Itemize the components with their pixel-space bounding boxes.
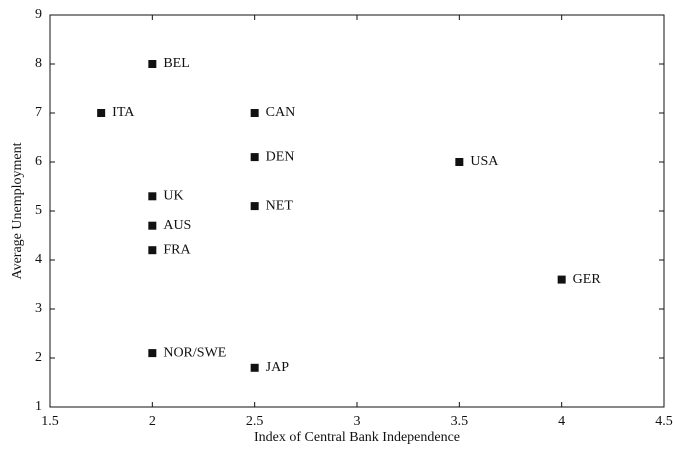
y-tick-label: 2: [35, 350, 42, 365]
y-tick-label: 3: [35, 301, 42, 316]
point-label: JAP: [266, 360, 290, 375]
x-tick-label: 3.5: [451, 414, 469, 429]
point-label: CAN: [266, 105, 296, 120]
point-label: GER: [573, 272, 602, 287]
point-label: DEN: [266, 149, 295, 164]
point: [148, 221, 157, 230]
y-tick-label: 5: [35, 203, 42, 218]
x-tick-label: 4.5: [655, 414, 673, 429]
y-tick-label: 1: [35, 399, 42, 414]
point-label: NET: [266, 198, 294, 213]
plot-frame: [49, 14, 665, 408]
x-tick-label: 2.5: [246, 414, 264, 429]
y-tick-label: 7: [35, 105, 42, 120]
point: [97, 109, 106, 117]
point: [250, 363, 259, 372]
point: [557, 275, 566, 284]
y-tick-label: 4: [35, 252, 42, 267]
x-axis-label: Index of Central Bank Independence: [254, 430, 460, 445]
y-axis-label: Average Unemployment: [10, 142, 25, 279]
y-tick-label: 6: [35, 154, 42, 169]
x-tick-label: 3: [354, 414, 361, 429]
point-label: UK: [163, 189, 183, 204]
point: [250, 153, 259, 162]
point: [250, 109, 259, 117]
point: [148, 192, 157, 201]
y-tick-label: 9: [35, 7, 42, 22]
x-tick-label: 2: [149, 414, 156, 429]
point: [148, 246, 157, 255]
point: [250, 202, 259, 211]
point-label: NOR/SWE: [163, 345, 226, 360]
point: [455, 158, 464, 166]
y-tick-label: 8: [35, 56, 42, 71]
x-tick-label: 1.5: [41, 414, 59, 429]
point-label: BEL: [163, 56, 189, 71]
point-label: AUS: [163, 218, 191, 233]
point-label: USA: [470, 154, 499, 169]
point-label: FRA: [163, 242, 191, 257]
x-tick-label: 4: [558, 414, 565, 429]
point-label: ITA: [112, 105, 135, 120]
point: [148, 349, 157, 358]
point: [148, 60, 157, 68]
